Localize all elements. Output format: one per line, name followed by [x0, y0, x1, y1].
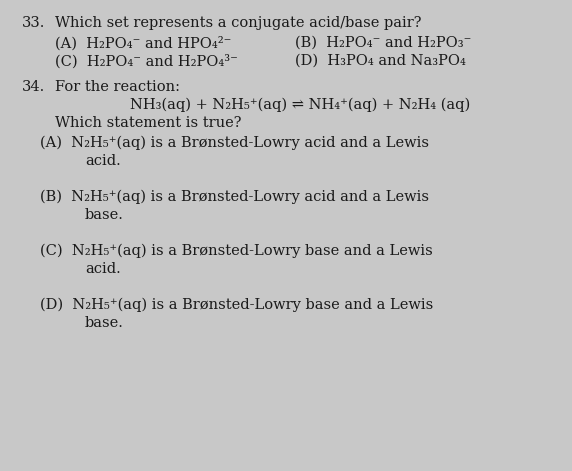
Text: Which set represents a conjugate acid/base pair?: Which set represents a conjugate acid/ba… [55, 16, 422, 30]
Text: (D)  N₂H₅⁺(aq) is a Brønsted-Lowry base and a Lewis: (D) N₂H₅⁺(aq) is a Brønsted-Lowry base a… [40, 298, 433, 312]
Text: NH₃(aq) + N₂H₅⁺(aq) ⇌ NH₄⁺(aq) + N₂H₄ (aq): NH₃(aq) + N₂H₅⁺(aq) ⇌ NH₄⁺(aq) + N₂H₄ (a… [130, 98, 470, 113]
Text: Which statement is true?: Which statement is true? [55, 116, 241, 130]
Text: acid.: acid. [85, 154, 121, 168]
Text: base.: base. [85, 208, 124, 222]
Text: 34.: 34. [22, 80, 45, 94]
Text: (A)  H₂PO₄⁻ and HPO₄²⁻: (A) H₂PO₄⁻ and HPO₄²⁻ [55, 36, 232, 50]
Text: (A)  N₂H₅⁺(aq) is a Brønsted-Lowry acid and a Lewis: (A) N₂H₅⁺(aq) is a Brønsted-Lowry acid a… [40, 136, 429, 150]
Text: (B)  N₂H₅⁺(aq) is a Brønsted-Lowry acid and a Lewis: (B) N₂H₅⁺(aq) is a Brønsted-Lowry acid a… [40, 190, 429, 204]
Text: base.: base. [85, 316, 124, 330]
Text: (D)  H₃PO₄ and Na₃PO₄: (D) H₃PO₄ and Na₃PO₄ [295, 54, 466, 68]
Text: acid.: acid. [85, 262, 121, 276]
Text: 33.: 33. [22, 16, 45, 30]
Text: (C)  N₂H₅⁺(aq) is a Brønsted-Lowry base and a Lewis: (C) N₂H₅⁺(aq) is a Brønsted-Lowry base a… [40, 244, 433, 259]
Text: (B)  H₂PO₄⁻ and H₂PO₃⁻: (B) H₂PO₄⁻ and H₂PO₃⁻ [295, 36, 471, 50]
Text: (C)  H₂PO₄⁻ and H₂PO₄³⁻: (C) H₂PO₄⁻ and H₂PO₄³⁻ [55, 54, 238, 68]
Text: For the reaction:: For the reaction: [55, 80, 180, 94]
